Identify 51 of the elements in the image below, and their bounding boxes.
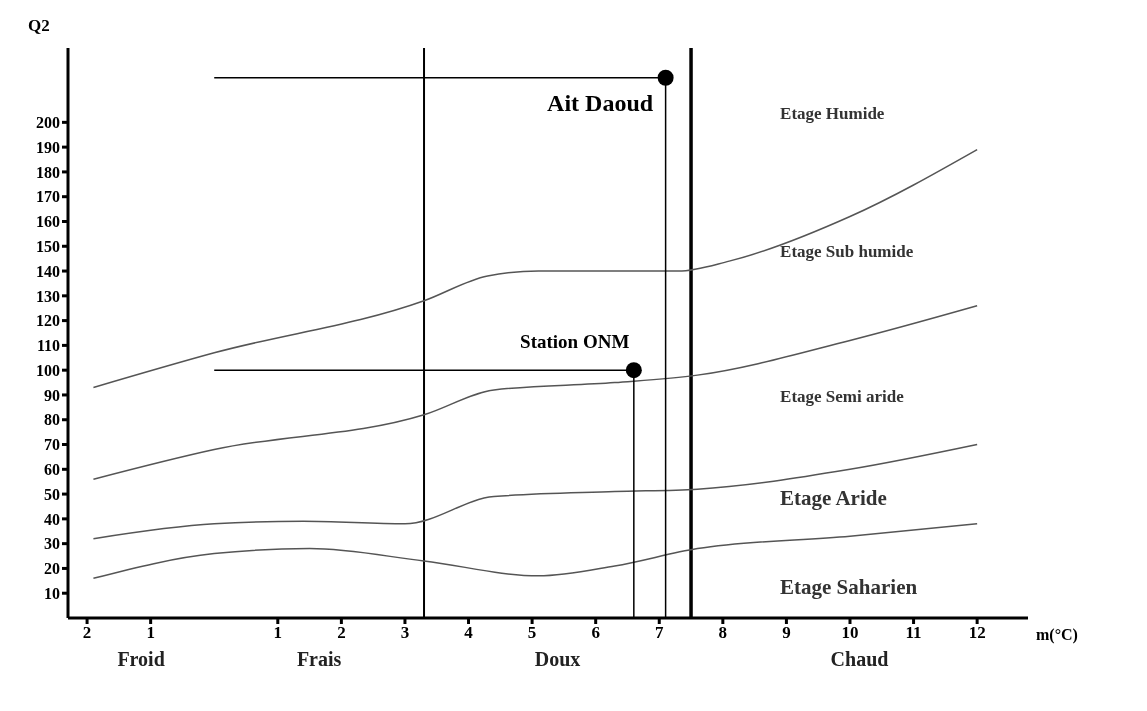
y-tick-label: 110 xyxy=(36,337,60,355)
text: Froid xyxy=(116,648,166,671)
y-tick-label: 170 xyxy=(36,188,60,206)
x-tick-label: 11 xyxy=(905,623,922,643)
x-tick-label: 9 xyxy=(782,623,791,643)
series-label: Ait Daoud xyxy=(547,90,654,117)
text: Frais xyxy=(295,648,343,671)
y-tick-label: 150 xyxy=(36,237,60,255)
text: Doux xyxy=(533,648,582,671)
y-tick-label: 190 xyxy=(36,138,60,156)
y-tick-label: 130 xyxy=(36,287,60,305)
line-series xyxy=(92,523,978,580)
annotation: Etage Sub humide xyxy=(780,242,914,263)
x-axis-title: m(°C) xyxy=(1036,626,1078,644)
y-tick-label: 50 xyxy=(44,485,60,503)
x-tick-label: 1 xyxy=(273,623,283,643)
y-tick-label: 70 xyxy=(44,436,60,454)
text: Chaud xyxy=(829,648,890,671)
y-tick-label: 10 xyxy=(44,584,60,602)
annotation: Etage Saharien xyxy=(780,574,918,600)
y-axis-title: Q2 xyxy=(28,16,50,36)
x-tick-label: 8 xyxy=(718,623,728,643)
x-tick-label: 6 xyxy=(591,623,600,643)
y-tick-label: 80 xyxy=(44,411,60,429)
annotation: Etage Humide xyxy=(780,104,885,125)
y-tick-label: 60 xyxy=(44,460,60,478)
x-tick-label: 2 xyxy=(82,623,92,643)
line-series xyxy=(92,443,978,540)
y-tick-label: 90 xyxy=(44,386,60,404)
y-tick-label: 200 xyxy=(36,114,60,132)
x-tick-label: 5 xyxy=(527,623,537,643)
y-tick-label: 40 xyxy=(44,510,60,528)
y-tick-label: 20 xyxy=(44,560,60,578)
series-label: Station ONM xyxy=(520,330,630,352)
x-tick-label: 2 xyxy=(337,623,346,643)
x-tick-label: 1 xyxy=(146,623,155,643)
x-tick-label: 7 xyxy=(655,623,665,643)
x-tick-label: 12 xyxy=(968,623,986,643)
annotation: Etage Aride xyxy=(780,485,887,511)
y-tick-label: 100 xyxy=(36,361,60,379)
x-tick-label: 4 xyxy=(464,623,474,643)
y-tick-label: 140 xyxy=(36,262,60,280)
x-tick-label: 3 xyxy=(400,623,410,643)
y-tick-label: 120 xyxy=(36,312,60,330)
line-series xyxy=(92,304,978,480)
line-series xyxy=(92,148,978,389)
y-tick-label: 30 xyxy=(44,535,60,553)
x-tick-label: 10 xyxy=(841,623,859,643)
annotation: Etage Semi aride xyxy=(780,386,904,407)
y-tick-label: 160 xyxy=(36,213,60,231)
y-tick-label: 180 xyxy=(36,163,60,181)
